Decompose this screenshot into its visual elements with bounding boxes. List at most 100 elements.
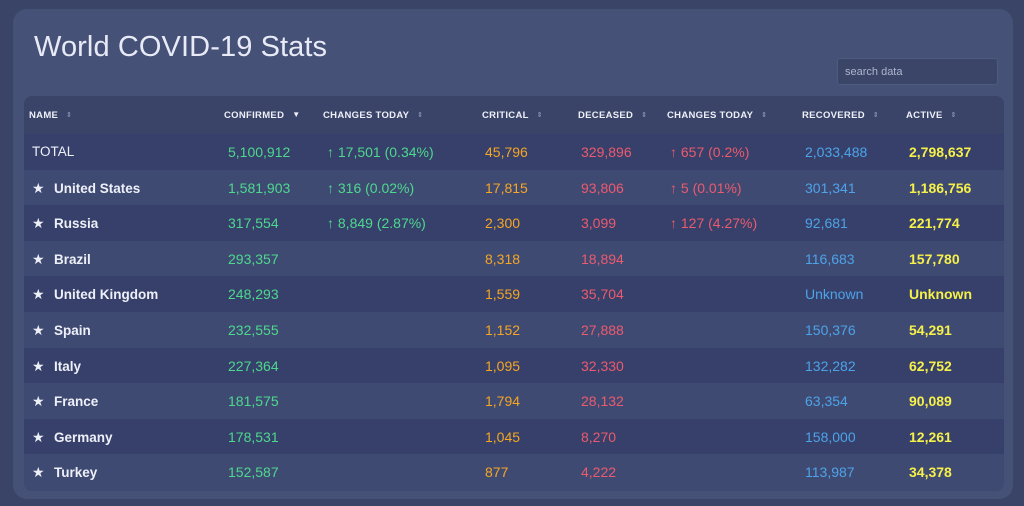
star-icon[interactable]: ★ (32, 179, 45, 196)
total-row[interactable]: TOTAL 5,100,912 ↑ 17,501 (0.34%) 45,796 329,… (24, 134, 1004, 170)
table-row[interactable]: ★ Brazil 293,357 8,318 18,894 116,683 157,780 (24, 240, 1004, 277)
critical-cell: 1,095 (485, 357, 521, 374)
sort-icon[interactable]: ⇕ (761, 112, 768, 119)
country-name: Brazil (54, 251, 91, 267)
deceased-cell: 4,222 (581, 464, 617, 481)
table-row[interactable]: ★ Turkey 152,587 877 4,222 113,987 34,378 (24, 454, 1004, 490)
table-row[interactable]: ★ United States 1,581,903 ↑ 316 (0.02%) 17,8… (24, 169, 1004, 206)
table-row[interactable]: ★ Russia 317,554 ↑ 8,849 (2.87%) 2,300 3,099 ↑… (24, 205, 1004, 241)
header-deceased-changes[interactable]: CHANGES TODAY ⇕ (667, 110, 768, 121)
table-row[interactable]: ★ France 181,575 1,794 28,132 63,354 90,089 (24, 383, 1004, 419)
header-name[interactable]: NAME ⇕ (29, 110, 73, 121)
recovered-cell: 150,376 (805, 322, 856, 338)
critical-cell: 17,815 (485, 179, 528, 196)
star-icon[interactable]: ★ (32, 357, 45, 374)
name-cell: TOTAL (32, 144, 74, 159)
confirmed-cell: 317,554 (228, 215, 279, 232)
critical-cell: 2,300 (485, 215, 521, 232)
deceased-cell: 8,270 (581, 428, 617, 445)
name-cell: ★ France (32, 393, 98, 410)
country-name: United Kingdom (54, 287, 159, 303)
critical-cell: 1,794 (485, 393, 521, 410)
sort-icon[interactable]: ⇕ (872, 112, 880, 119)
deceased-cell: 3,099 (581, 215, 617, 232)
star-icon[interactable]: ★ (32, 322, 45, 338)
header-confirmed-changes[interactable]: CHANGES TODAY ⇕ (323, 110, 424, 121)
star-icon[interactable]: ★ (32, 464, 45, 481)
recovered-cell: 301,341 (805, 179, 856, 196)
active-cell: Unknown (909, 286, 972, 303)
confirmed-change-cell: ↑ 316 (0.02%) (327, 179, 415, 196)
active-cell: 90,089 (909, 393, 952, 410)
name-cell: ★ Brazil (32, 251, 91, 268)
country-name: Spain (54, 323, 91, 338)
deceased-cell: 35,704 (581, 286, 624, 303)
active-cell: 12,261 (909, 428, 952, 445)
sort-icon[interactable]: ⇕ (536, 112, 543, 119)
country-name: Germany (54, 429, 113, 445)
confirmed-cell: 178,531 (228, 428, 279, 445)
recovered-cell: Unknown (805, 286, 864, 303)
stats-card: World COVID-19 Stats NAME⇕ CONFIRMED▼ CH… (13, 9, 1013, 499)
country-name: Turkey (54, 465, 98, 481)
table-header: NAME ⇕ CONFIRMED ▼ CHANGES TODAY ⇕ CRITICAL… (24, 96, 1004, 134)
star-icon[interactable]: ★ (32, 428, 45, 445)
confirmed-cell: 227,364 (228, 357, 279, 374)
critical-cell: 1,559 (485, 286, 521, 303)
sort-icon[interactable]: ⇕ (950, 112, 957, 119)
country-name: TOTAL (32, 144, 75, 159)
active-cell: 221,774 (909, 215, 960, 232)
sort-desc-icon[interactable]: ▼ (292, 110, 301, 119)
country-name: Russia (54, 216, 99, 232)
name-cell: ★ United States (32, 180, 140, 197)
critical-cell: 1,045 (485, 428, 521, 445)
active-cell: 54,291 (909, 322, 952, 338)
confirmed-change-cell: ↑ 17,501 (0.34%) (327, 144, 434, 160)
deceased-change-cell: ↑ 127 (4.27%) (670, 215, 758, 232)
sort-icon[interactable]: ⇕ (66, 112, 73, 119)
recovered-cell: 116,683 (805, 250, 855, 267)
confirmed-change-cell: ↑ 8,849 (2.87%) (327, 215, 426, 232)
deceased-cell: 28,132 (581, 393, 624, 410)
recovered-cell: 158,000 (805, 428, 856, 445)
confirmed-cell: 152,587 (228, 464, 279, 481)
header-deceased[interactable]: DECEASED ⇕ (578, 110, 648, 121)
name-cell: ★ Russia (32, 215, 98, 232)
deceased-cell: 93,806 (581, 179, 624, 196)
deceased-change-cell: ↑ 657 (0.2%) (670, 144, 750, 160)
table-row[interactable]: ★ Spain 232,555 1,152 27,888 150,376 54,291 (24, 312, 1004, 348)
table-row[interactable]: ★ United Kingdom 248,293 1,559 35,704 Unknown… (24, 276, 1004, 312)
header-active[interactable]: ACTIVE ⇕ (906, 110, 957, 121)
critical-cell: 45,796 (485, 144, 528, 160)
star-icon[interactable]: ★ (32, 250, 45, 267)
deceased-cell: 32,330 (581, 357, 624, 374)
star-icon[interactable]: ★ (32, 286, 45, 303)
deceased-cell: 329,896 (581, 144, 632, 160)
header-recovered[interactable]: RECOVERED ⇕ (802, 110, 880, 121)
header-confirmed[interactable]: CONFIRMED ▼ (224, 110, 301, 121)
table-row[interactable]: ★ Germany 178,531 1,045 8,270 158,000 12,261 (24, 418, 1004, 455)
recovered-cell: 92,681 (805, 215, 848, 232)
critical-cell: 8,318 (485, 250, 521, 267)
name-cell: ★ Spain (32, 322, 91, 339)
star-icon[interactable]: ★ (32, 393, 45, 410)
critical-cell: 877 (485, 464, 509, 481)
active-cell: 2,798,637 (909, 144, 972, 160)
star-icon[interactable]: ★ (32, 215, 45, 232)
deceased-cell: 27,888 (581, 322, 624, 338)
table-row[interactable]: ★ Italy 227,364 1,095 32,330 132,282 62,752 (24, 347, 1004, 384)
header-critical[interactable]: CRITICAL ⇕ (482, 110, 543, 121)
sort-icon[interactable]: ⇕ (417, 112, 424, 119)
confirmed-cell: 181,575 (228, 393, 279, 410)
name-cell: ★ Italy (32, 358, 81, 375)
country-name: Italy (54, 358, 82, 374)
confirmed-cell: 232,555 (228, 322, 279, 338)
recovered-cell: 2,033,488 (805, 144, 868, 160)
stats-table: NAME ⇕ CONFIRMED ▼ CHANGES TODAY ⇕ CRITICAL… (24, 96, 1004, 491)
sort-icon[interactable]: ⇕ (641, 112, 648, 119)
country-name: France (54, 394, 99, 410)
confirmed-cell: 5,100,912 (228, 144, 291, 160)
active-cell: 1,186,756 (909, 179, 972, 196)
confirmed-cell: 1,581,903 (228, 179, 291, 196)
search-input[interactable] (837, 58, 998, 85)
